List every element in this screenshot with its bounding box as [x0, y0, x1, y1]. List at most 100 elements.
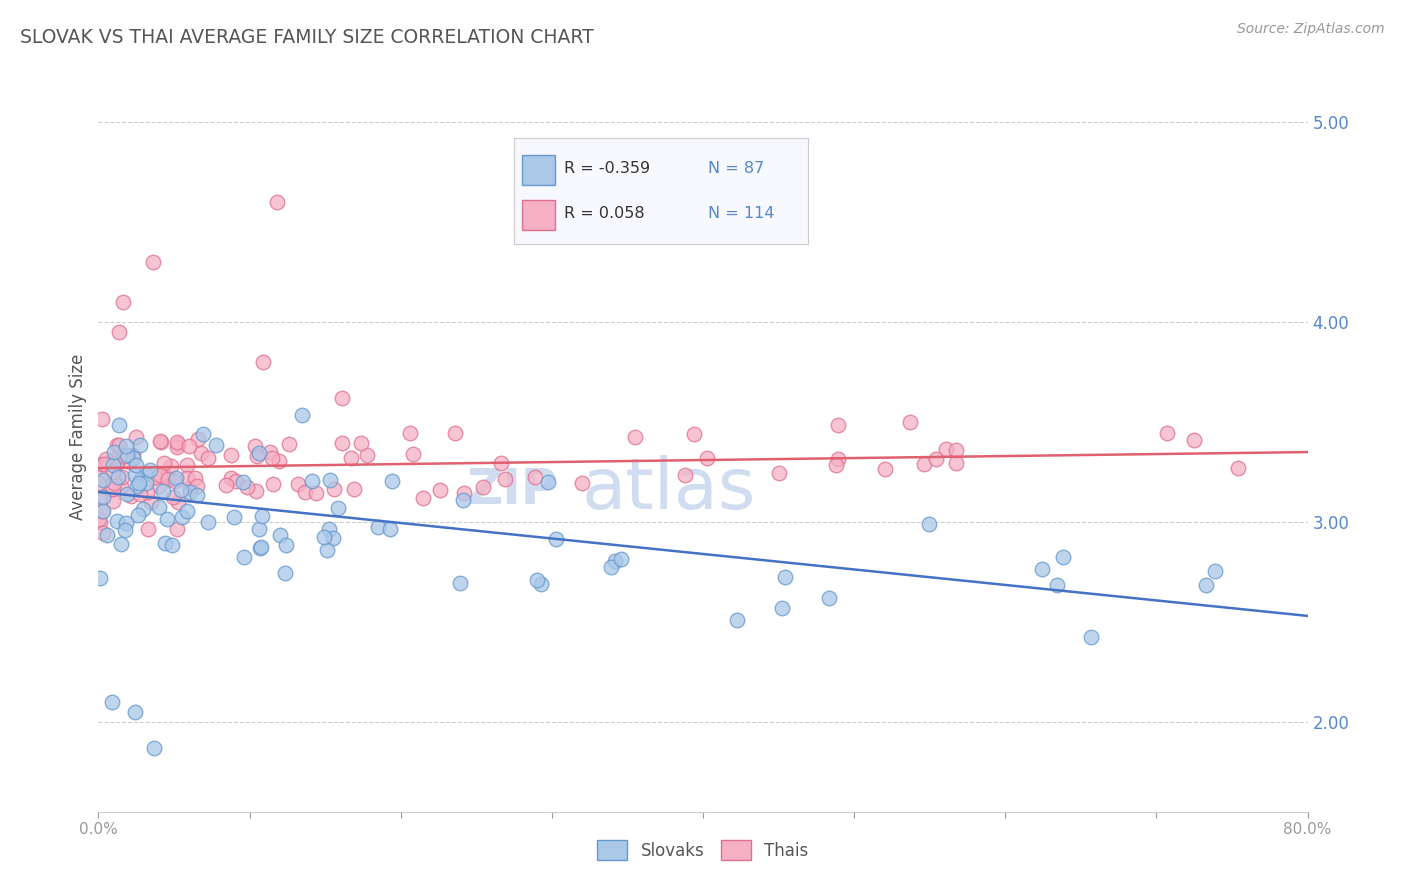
Point — [149, 434, 172, 449]
Point — [108, 438, 131, 452]
Point — [1204, 564, 1226, 578]
Point — [115, 439, 138, 453]
Point — [775, 569, 797, 583]
Point — [167, 494, 190, 508]
Point — [343, 483, 366, 497]
Text: N = 114: N = 114 — [707, 206, 775, 221]
Point — [139, 495, 162, 509]
Point — [179, 485, 201, 500]
Point — [167, 437, 190, 451]
Point — [142, 255, 165, 269]
Point — [246, 449, 269, 463]
Point — [319, 473, 342, 487]
Point — [176, 471, 198, 485]
Point — [350, 436, 373, 450]
Text: R = 0.058: R = 0.058 — [564, 206, 644, 221]
Point — [197, 516, 219, 530]
Point — [451, 492, 474, 507]
Point — [87, 476, 110, 491]
Point — [494, 472, 516, 486]
Point — [114, 523, 136, 537]
Point — [91, 458, 114, 472]
Point — [127, 508, 149, 522]
Point — [186, 488, 208, 502]
Point — [101, 695, 124, 709]
Point — [166, 435, 188, 450]
Point — [117, 448, 139, 462]
Point — [489, 456, 512, 470]
Point — [1046, 578, 1069, 592]
Point — [125, 430, 148, 444]
Y-axis label: Average Family Size: Average Family Size — [69, 354, 87, 520]
Point — [149, 467, 172, 482]
Point — [166, 522, 188, 536]
Point — [120, 455, 142, 469]
Point — [163, 475, 186, 489]
Point — [291, 409, 314, 423]
Point — [160, 458, 183, 473]
Point — [191, 427, 214, 442]
Point — [122, 448, 145, 462]
Point — [900, 415, 922, 429]
Point — [247, 522, 270, 536]
Point — [603, 554, 626, 568]
Point — [287, 476, 309, 491]
Point — [107, 469, 129, 483]
Point — [330, 391, 353, 405]
Point — [179, 481, 201, 495]
Point — [449, 576, 471, 591]
Point — [249, 541, 271, 556]
Point — [96, 452, 118, 467]
Text: atlas: atlas — [582, 455, 756, 524]
Point — [770, 600, 793, 615]
Point — [101, 494, 124, 508]
Point — [768, 466, 790, 480]
Point — [1080, 630, 1102, 644]
Point — [89, 571, 111, 585]
Point — [96, 528, 118, 542]
Point — [225, 474, 247, 488]
Point — [91, 525, 114, 540]
Point — [152, 483, 174, 498]
Point — [115, 486, 138, 500]
Point — [472, 479, 495, 493]
Text: Source: ZipAtlas.com: Source: ZipAtlas.com — [1237, 22, 1385, 37]
Legend: Slovaks, Thais: Slovaks, Thais — [591, 833, 815, 867]
Point — [945, 457, 967, 471]
Point — [187, 432, 209, 446]
Point — [429, 483, 451, 498]
Point — [266, 195, 288, 210]
Point — [219, 448, 242, 462]
Point — [316, 543, 339, 558]
Point — [91, 473, 114, 487]
Point — [148, 478, 170, 492]
Point — [128, 475, 150, 490]
Point — [105, 437, 128, 451]
Point — [912, 457, 935, 471]
Point — [110, 536, 132, 550]
Point — [89, 516, 111, 530]
Point — [129, 438, 152, 452]
Point — [318, 522, 340, 536]
Point — [250, 509, 273, 524]
Point — [179, 439, 201, 453]
Point — [696, 450, 718, 465]
Point — [378, 522, 401, 536]
Point — [232, 549, 254, 564]
Point — [197, 450, 219, 465]
Point — [129, 473, 152, 487]
Point — [165, 471, 187, 485]
Point — [89, 469, 111, 483]
Point — [124, 458, 146, 472]
Point — [153, 456, 176, 470]
Point — [190, 445, 212, 459]
Point — [204, 438, 226, 452]
Text: SLOVAK VS THAI AVERAGE FAMILY SIZE CORRELATION CHART: SLOVAK VS THAI AVERAGE FAMILY SIZE CORRE… — [20, 28, 593, 47]
Point — [103, 465, 125, 479]
Point — [1194, 578, 1216, 592]
Point — [330, 435, 353, 450]
Point — [107, 325, 129, 339]
Point — [150, 434, 173, 449]
Point — [103, 475, 125, 490]
Point — [222, 510, 245, 524]
